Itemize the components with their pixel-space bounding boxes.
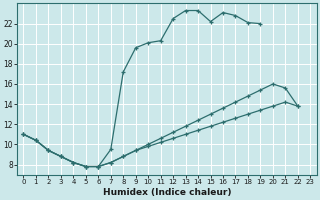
- X-axis label: Humidex (Indice chaleur): Humidex (Indice chaleur): [103, 188, 231, 197]
